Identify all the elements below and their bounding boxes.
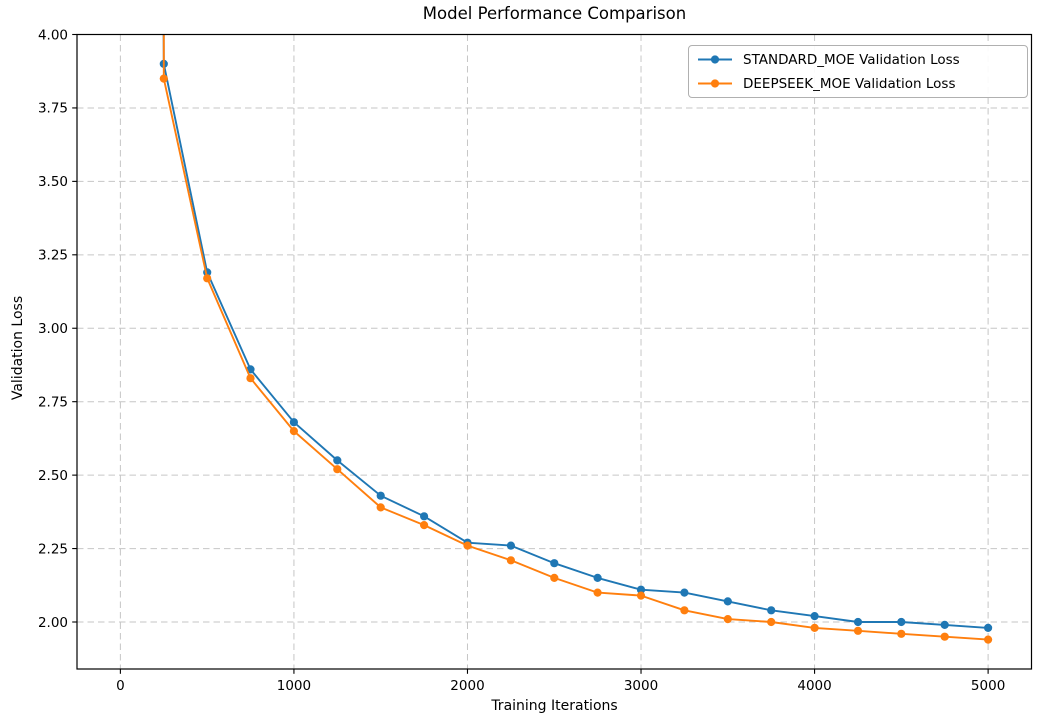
svg-text:1000: 1000 <box>277 678 311 694</box>
svg-text:3.50: 3.50 <box>38 174 68 190</box>
svg-text:3000: 3000 <box>624 678 658 694</box>
x-axis-label: Training Iterations <box>491 698 618 714</box>
legend-label-standard-moe: STANDARD_MOE Validation Loss <box>743 51 960 68</box>
svg-text:3.25: 3.25 <box>38 248 68 264</box>
svg-text:0: 0 <box>116 678 125 694</box>
y-axis-label: Validation Loss <box>10 295 26 401</box>
svg-text:2.25: 2.25 <box>38 541 68 557</box>
svg-text:2.75: 2.75 <box>38 394 68 410</box>
svg-text:2.00: 2.00 <box>38 615 68 631</box>
legend-line-deepseek-moe-icon <box>698 79 732 88</box>
svg-text:3.00: 3.00 <box>38 321 68 337</box>
chart-title: Model Performance Comparison <box>422 4 687 23</box>
svg-text:2000: 2000 <box>450 678 484 694</box>
legend-line-standard-moe-icon <box>698 55 732 64</box>
svg-text:2.50: 2.50 <box>38 468 68 484</box>
svg-text:4.00: 4.00 <box>38 27 68 43</box>
svg-text:5000: 5000 <box>971 678 1005 694</box>
legend-item-standard-moe: STANDARD_MOE Validation Loss <box>695 49 1027 70</box>
legend: STANDARD_MOE Validation Loss DEEPSEEK_MO… <box>688 45 1028 98</box>
svg-text:4000: 4000 <box>797 678 831 694</box>
svg-text:3.75: 3.75 <box>38 101 68 117</box>
legend-label-deepseek-moe: DEEPSEEK_MOE Validation Loss <box>743 75 956 92</box>
legend-item-deepseek-moe: DEEPSEEK_MOE Validation Loss <box>695 73 1027 94</box>
